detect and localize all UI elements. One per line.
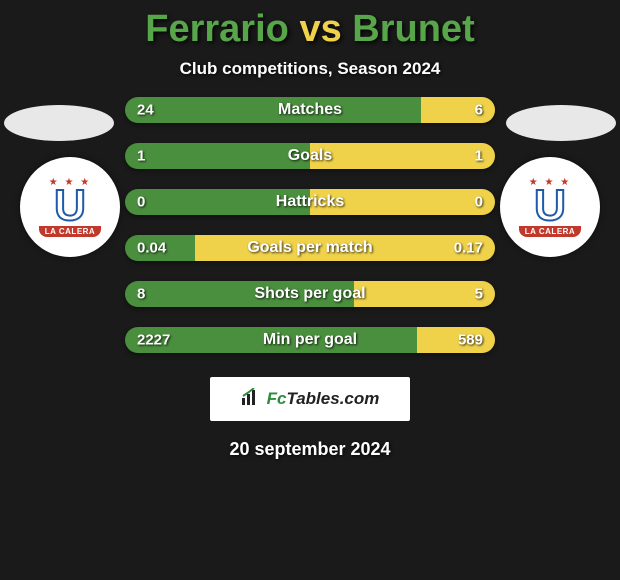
stat-label: Hattricks [276,193,344,211]
stat-right-value: 1 [475,148,483,165]
stat-right-value: 6 [475,102,483,119]
stat-bar: 8 5 Shots per goal [125,281,495,307]
stat-bar-right-segment [310,143,495,169]
stat-label: Matches [278,101,342,119]
stat-left-value: 24 [137,102,154,119]
stat-bars: 24 6 Matches 1 1 Goals 0 0 Hattricks 0.04 0.17 Goal… [125,97,495,353]
stat-bar: 24 6 Matches [125,97,495,123]
stat-bar: 2227 589 Min per goal [125,327,495,353]
subtitle: Club competitions, Season 2024 [0,59,620,79]
date-text: 20 september 2024 [0,439,620,460]
stat-right-value: 589 [458,332,483,349]
stat-label: Min per goal [263,331,357,349]
stat-label: Goals per match [247,239,372,257]
left-oval-decor [4,105,114,141]
source-badge: FcTables.com [210,377,410,421]
stat-bar-right-segment [421,97,495,123]
logo-banner: LA CALERA [39,226,101,237]
stat-bar-left-segment [125,143,310,169]
stat-bar-right-segment [417,327,495,353]
stats-stage: ★ ★ ★ U LA CALERA ★ ★ ★ U LA CALERA 24 6 M… [0,97,620,353]
stat-bar: 1 1 Goals [125,143,495,169]
source-text-tail: Tables.com [286,389,379,408]
stat-left-value: 0.04 [137,240,166,257]
chart-icon [241,388,261,411]
stat-bar-left-segment [125,97,421,123]
logo-banner: LA CALERA [519,226,581,237]
right-oval-decor [506,105,616,141]
comparison-title: Ferrario vs Brunet [0,0,620,51]
logo-letter: U [534,186,566,226]
stat-left-value: 0 [137,194,145,211]
left-team-logo: ★ ★ ★ U LA CALERA [20,157,120,257]
stat-bar: 0 0 Hattricks [125,189,495,215]
stat-left-value: 8 [137,286,145,303]
stat-left-value: 2227 [137,332,170,349]
logo-letter: U [54,186,86,226]
stat-left-value: 1 [137,148,145,165]
stat-right-value: 0 [475,194,483,211]
stat-right-value: 0.17 [454,240,483,257]
source-text: FcTables.com [267,389,380,409]
stat-right-value: 5 [475,286,483,303]
right-team-logo: ★ ★ ★ U LA CALERA [500,157,600,257]
stat-bar: 0.04 0.17 Goals per match [125,235,495,261]
vs-text: vs [299,8,341,50]
stat-label: Goals [288,147,332,165]
player2-name: Brunet [352,8,474,50]
player1-name: Ferrario [145,8,289,50]
stat-label: Shots per goal [254,285,365,303]
